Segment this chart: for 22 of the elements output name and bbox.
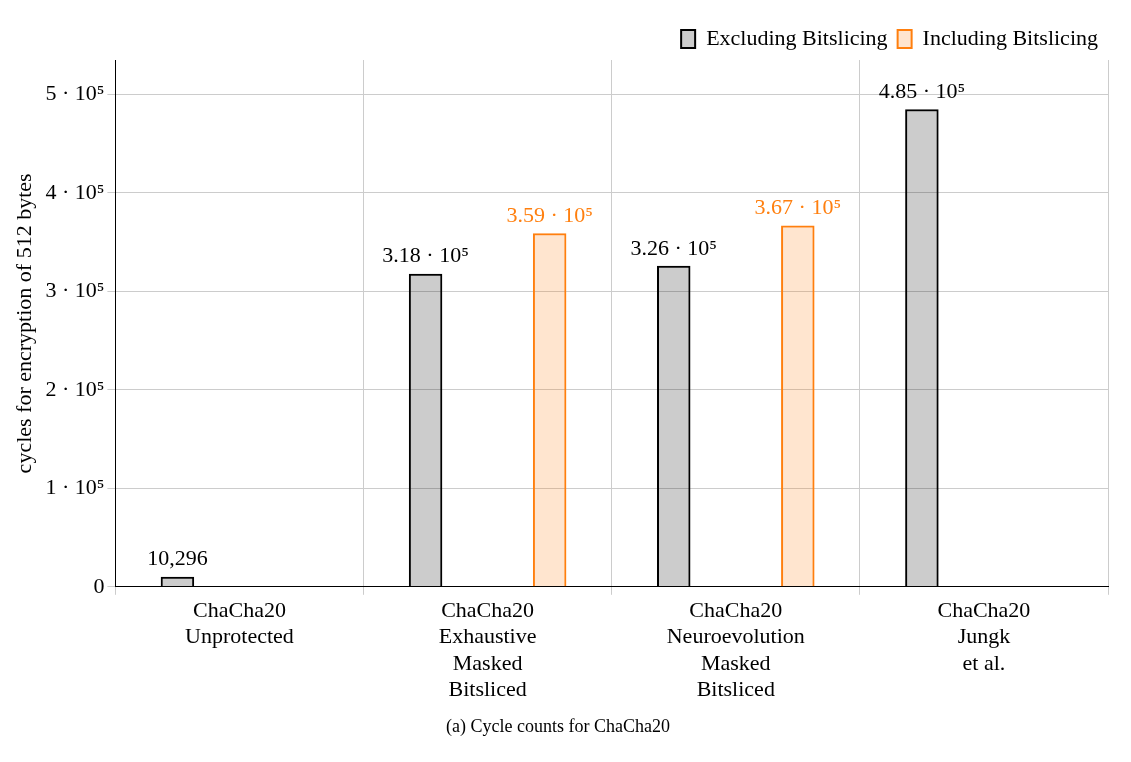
x-tick-label: ChaCha20 Exhaustive Masked Bitsliced xyxy=(438,596,537,701)
data-label: 10,296 xyxy=(147,545,208,571)
data-label: 4.85 · 10⁵ xyxy=(878,78,966,104)
y-tick-label: 1 · 10⁵ xyxy=(45,474,105,500)
legend-label: Including Bitslicing xyxy=(922,24,1099,50)
data-label: 3.59 · 10⁵ xyxy=(506,202,593,228)
data-label: 3.67 · 10⁵ xyxy=(754,194,842,220)
y-tick-label: 3 · 10⁵ xyxy=(45,277,105,303)
text: (a) Cycle counts for ChaCha20 xyxy=(446,715,670,737)
y-tick-label: 5 · 10⁵ xyxy=(45,80,105,106)
bar xyxy=(532,233,567,587)
y-tick-label: 4 · 10⁵ xyxy=(45,178,105,204)
x-tick-label: ChaCha20 Neuroevolution Masked Bitsliced xyxy=(666,596,805,701)
y-axis-title: cycles for encryption of 512 bytes xyxy=(10,173,36,474)
data-label: 3.18 · 10⁵ xyxy=(382,242,469,268)
y-tick-label: 2 · 10⁵ xyxy=(45,375,105,401)
x-tick-label: ChaCha20 Unprotected xyxy=(185,596,294,649)
legend-label: Excluding Bitslicing xyxy=(706,24,888,50)
y-tick-label: 0 xyxy=(93,572,105,598)
x-tick-label: ChaCha20 Jungk et al. xyxy=(937,596,1031,675)
data-label: 3.26 · 10⁵ xyxy=(630,234,717,260)
bar xyxy=(781,225,815,587)
